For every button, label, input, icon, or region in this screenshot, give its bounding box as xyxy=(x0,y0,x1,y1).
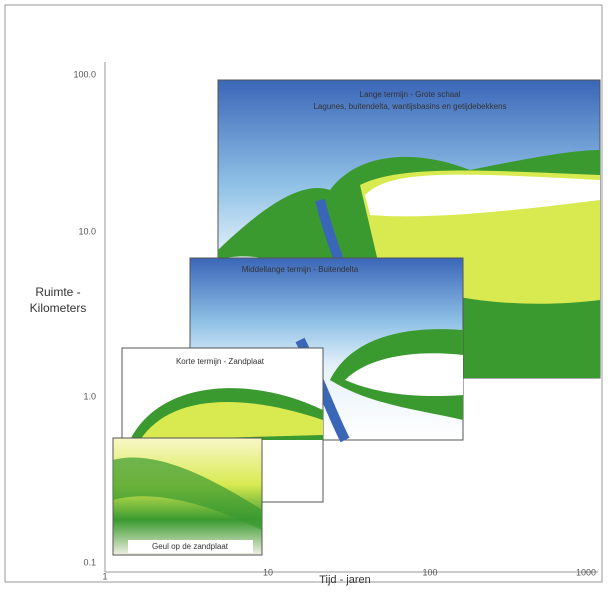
x-tick: 1000 xyxy=(576,567,596,577)
panel-title: Korte termijn - Zandplaat xyxy=(176,357,265,366)
y-tick: 0.1 xyxy=(83,557,96,567)
x-tick: 10 xyxy=(263,567,273,577)
panel-smallest: Geul op de zandplaat xyxy=(113,438,262,555)
panel-subtitle: Lagunes, buitendelta, wantijsbasins en g… xyxy=(313,102,506,111)
y-tick: 100.0 xyxy=(73,69,96,79)
y-label: Ruimte - xyxy=(35,285,80,299)
y-label: Kilometers xyxy=(30,301,87,315)
x-tick: 1 xyxy=(102,571,107,581)
diagram: 100.0 10.0 1.0 0.1 1 10 100 1000 Ruimte … xyxy=(0,0,608,587)
panel-title: Geul op de zandplaat xyxy=(152,542,229,551)
panel-title: Middellange termijn - Buitendelta xyxy=(242,265,359,274)
x-label: Tijd - jaren xyxy=(319,574,371,586)
panel-title: Lange termijn - Grote schaal xyxy=(360,90,461,99)
x-tick: 100 xyxy=(422,567,437,577)
y-tick: 1.0 xyxy=(83,391,96,401)
y-tick: 10.0 xyxy=(78,226,96,236)
